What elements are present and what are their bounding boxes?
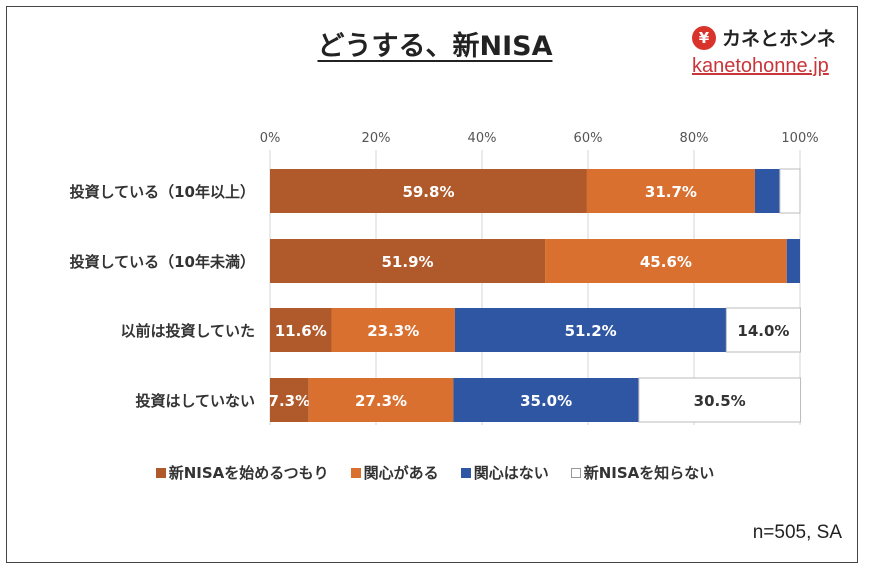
data-label: 45.6%: [640, 253, 692, 271]
x-tick-label: 60%: [574, 131, 603, 146]
legend-swatch: [460, 467, 471, 478]
legend-swatch: [350, 467, 361, 478]
legend-item: 関心がある: [350, 462, 439, 483]
bar-segment: [725, 307, 802, 353]
legend-label: 新NISAを知らない: [583, 464, 715, 482]
legend-swatch: [155, 467, 166, 478]
sample-note: n=505, SA: [752, 522, 842, 543]
logo[interactable]: ¥ カネとホンネ kanetohonne.jp: [692, 24, 836, 78]
category-label: 以前は投資していた: [120, 322, 255, 340]
legend-label: 関心はない: [473, 464, 549, 482]
data-label: 23.3%: [367, 322, 419, 340]
data-label: 31.7%: [645, 183, 697, 201]
x-tick-label: 80%: [680, 131, 709, 146]
data-label: 51.2%: [565, 322, 617, 340]
bar-segment: [331, 308, 455, 352]
category-label: 投資している（10年未満）: [70, 253, 255, 271]
bar-segment: [786, 239, 800, 283]
legend-label: 関心がある: [363, 464, 439, 482]
legend-item: 新NISAを始めるつもり: [155, 462, 329, 483]
bar-segment: [638, 377, 802, 423]
bar-segment: [754, 169, 780, 213]
data-label: 11.6%: [275, 322, 327, 340]
logo-name: カネとホンネ: [722, 28, 836, 50]
data-label: 51.9%: [382, 253, 434, 271]
legend-label: 新NISAを始めるつもり: [168, 464, 329, 482]
legend: 新NISAを始めるつもり 関心がある 関心はない 新NISAを知らない: [0, 462, 870, 483]
bar-segment: [453, 378, 639, 422]
yen-icon: ¥: [692, 25, 716, 50]
data-label: 7.3%: [269, 392, 311, 410]
category-label: 投資はしていない: [135, 392, 255, 410]
chart-title: どうする、新NISA: [317, 31, 553, 62]
x-tick-label: 20%: [362, 131, 391, 146]
bar-segment: [454, 308, 727, 352]
bar-segment: [270, 308, 332, 352]
legend-item: 新NISAを知らない: [570, 462, 715, 483]
data-label: 59.8%: [402, 183, 454, 201]
bar-segment: [779, 168, 801, 214]
site-link[interactable]: kanetohonne.jp: [692, 55, 829, 77]
x-tick-label: 0%: [260, 131, 281, 146]
data-label: 14.0%: [737, 322, 789, 340]
data-label: 30.5%: [694, 392, 746, 410]
legend-swatch: [570, 467, 581, 478]
x-tick-label: 100%: [781, 131, 818, 146]
x-tick-label: 40%: [468, 131, 497, 146]
legend-item: 関心はない: [460, 462, 549, 483]
bar-segment: [308, 378, 454, 422]
data-label: 27.3%: [355, 392, 407, 410]
bar-segment: [270, 239, 546, 283]
bar-segment: [545, 239, 787, 283]
chart-frame: [6, 6, 858, 563]
category-label: 投資している（10年以上）: [70, 183, 255, 201]
bar-chart: 0% 20% 40% 60% 80% 100% 投資している（10年以上） 59.8% 31.7…: [70, 131, 819, 425]
bar-segment: [270, 378, 309, 422]
data-label: 35.0%: [520, 392, 572, 410]
bar-segment: [270, 169, 587, 213]
bar-segment: [586, 169, 755, 213]
